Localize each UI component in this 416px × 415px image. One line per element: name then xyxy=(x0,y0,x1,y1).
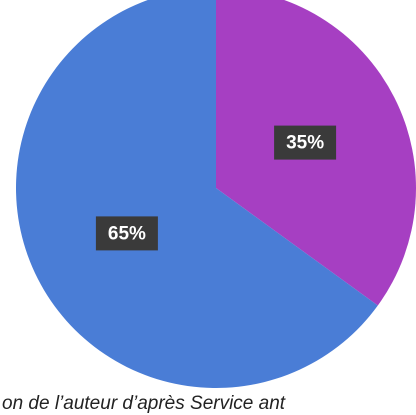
value-label: 35% xyxy=(286,133,324,154)
source-note: on de l’auteur d’après Service ant xyxy=(2,393,286,414)
pie-slice xyxy=(16,0,378,388)
label-box xyxy=(274,125,337,160)
label-box xyxy=(95,216,158,251)
labels: 35% 65% xyxy=(95,125,337,251)
pie xyxy=(16,0,416,388)
value-label: 65% xyxy=(108,223,146,244)
